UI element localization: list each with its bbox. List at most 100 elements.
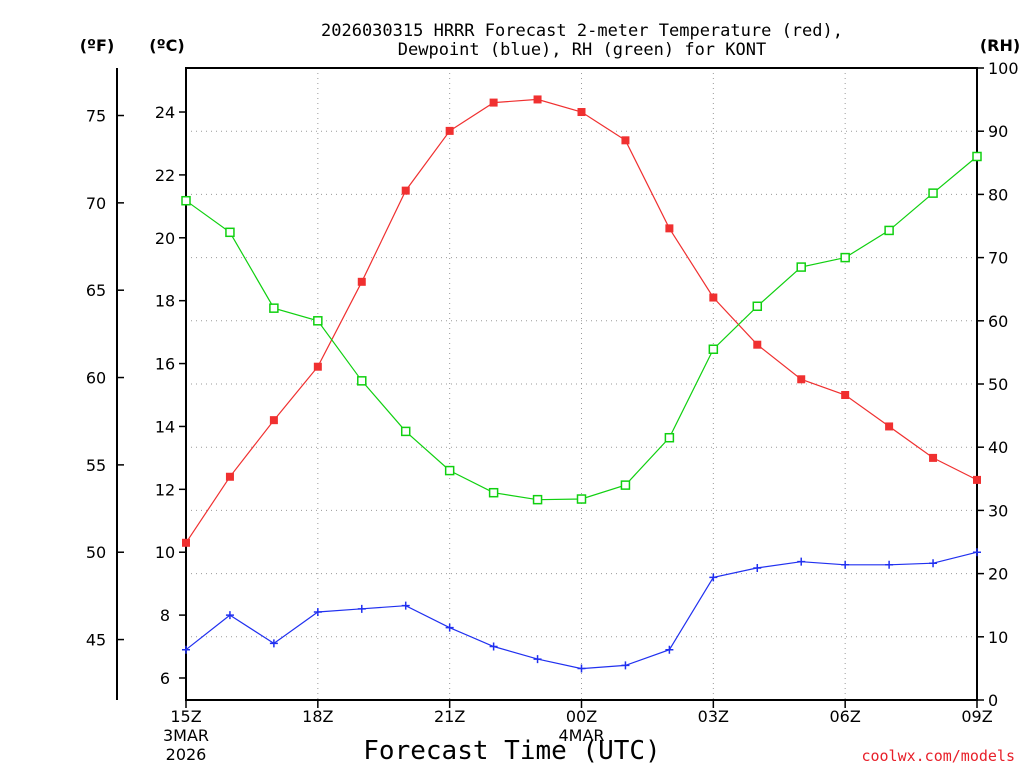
temperature-data-point bbox=[753, 340, 762, 349]
dewpoint-data-point bbox=[665, 645, 674, 654]
rh-tick-label: 30 bbox=[988, 501, 1008, 520]
celsius-tick-label: 8 bbox=[160, 606, 170, 625]
rh-tick-label: 100 bbox=[988, 59, 1019, 78]
fahrenheit-tick-label: 70 bbox=[86, 194, 106, 213]
temperature-data-point bbox=[269, 416, 278, 425]
celsius-tick-label: 14 bbox=[155, 417, 175, 436]
rh-unit-label: (RH) bbox=[980, 36, 1020, 55]
fahrenheit-tick-label: 65 bbox=[86, 281, 106, 300]
rh-data-point bbox=[752, 301, 763, 312]
rh-tick-label: 80 bbox=[988, 185, 1008, 204]
rh-data-point bbox=[269, 303, 279, 313]
rh-tick-label: 0 bbox=[988, 691, 998, 710]
x-tick-label: 09Z bbox=[961, 707, 992, 726]
celsius-unit-label: (ºC) bbox=[149, 36, 184, 55]
temperature-data-point bbox=[489, 98, 498, 107]
celsius-tick-label: 22 bbox=[155, 166, 175, 185]
dewpoint-data-point bbox=[533, 655, 542, 664]
dewpoint-series-line bbox=[185, 551, 978, 670]
temperature-data-point bbox=[401, 186, 410, 195]
temperature-data-point bbox=[973, 475, 981, 484]
x-tick-label: 21Z bbox=[434, 707, 465, 726]
rh-data-point bbox=[313, 316, 323, 326]
temperature-data-point bbox=[841, 391, 850, 400]
rh-tick-label: 50 bbox=[988, 375, 1008, 394]
dewpoint-data-point bbox=[621, 661, 630, 670]
celsius-tick-label: 16 bbox=[155, 355, 175, 374]
rh-tick-label: 10 bbox=[988, 628, 1008, 647]
x-tick-label: 03Z bbox=[698, 707, 729, 726]
dewpoint-data-point bbox=[753, 563, 762, 572]
dewpoint-data-point bbox=[797, 557, 806, 566]
x-tick-date-label: 4MAR bbox=[558, 726, 604, 745]
temperature-data-point bbox=[665, 224, 674, 233]
x-axis-title: Forecast Time (UTC) bbox=[363, 736, 660, 766]
rh-tick-label: 40 bbox=[988, 438, 1008, 457]
fahrenheit-unit-label: (ºF) bbox=[80, 36, 115, 55]
temperature-data-point bbox=[929, 453, 938, 462]
dewpoint-data-point bbox=[225, 611, 234, 620]
rh-data-point bbox=[357, 376, 367, 386]
fahrenheit-tick-label: 75 bbox=[86, 107, 106, 126]
fahrenheit-tick-label: 50 bbox=[86, 543, 106, 562]
rh-data-point bbox=[884, 225, 894, 236]
temperature-data-point bbox=[533, 95, 542, 104]
rh-data-point bbox=[840, 252, 850, 263]
rh-data-point bbox=[444, 465, 455, 476]
dewpoint-data-point bbox=[577, 664, 586, 673]
x-tick-label: 18Z bbox=[302, 707, 333, 726]
chart-title-line-1: 2026030315 HRRR Forecast 2-meter Tempera… bbox=[321, 21, 843, 41]
fahrenheit-tick-label: 60 bbox=[86, 369, 106, 388]
temperature-data-point bbox=[885, 422, 894, 431]
x-tick-label: 00Z bbox=[566, 707, 597, 726]
data-series bbox=[181, 95, 982, 673]
rh-data-point bbox=[796, 262, 806, 272]
rh-data-point bbox=[620, 480, 631, 490]
celsius-tick-label: 20 bbox=[155, 229, 175, 248]
celsius-tick-label: 10 bbox=[155, 543, 175, 562]
fahrenheit-tick-label: 55 bbox=[86, 456, 106, 475]
x-tick-label: 15Z bbox=[170, 707, 201, 726]
dewpoint-data-point bbox=[357, 604, 366, 613]
x-tick-year-label: 2026 bbox=[166, 745, 207, 764]
dewpoint-data-point bbox=[929, 559, 938, 568]
temperature-data-point bbox=[313, 362, 322, 371]
celsius-tick-label: 24 bbox=[155, 103, 175, 122]
dewpoint-data-point bbox=[489, 642, 498, 651]
dewpoint-data-point bbox=[841, 560, 850, 569]
dewpoint-data-point bbox=[182, 645, 190, 654]
fahrenheit-tick-label: 45 bbox=[86, 631, 106, 650]
rh-data-point bbox=[664, 432, 675, 443]
celsius-tick-label: 6 bbox=[160, 669, 170, 688]
rh-data-point bbox=[576, 494, 587, 504]
x-tick-label: 06Z bbox=[830, 707, 861, 726]
temperature-data-point bbox=[621, 136, 630, 145]
chart-title-line-2: Dewpoint (blue), RH (green) for KONT bbox=[398, 40, 766, 60]
rh-data-point bbox=[488, 487, 499, 498]
dewpoint-data-point bbox=[269, 639, 278, 648]
grid-lines bbox=[185, 67, 978, 701]
dewpoint-data-point bbox=[709, 573, 718, 582]
tick-labels: 6 8 10 12 14 16 18 20 22 24 45 50 55 60 65 70 75 0 10 20 30 4… bbox=[86, 59, 1019, 764]
credit-text: coolwx.com/models bbox=[861, 747, 1015, 765]
rh-data-point bbox=[400, 426, 411, 437]
temperature-data-point bbox=[182, 538, 190, 547]
celsius-tick-label: 12 bbox=[155, 480, 175, 499]
rh-data-point bbox=[708, 344, 719, 354]
temperature-data-point bbox=[445, 126, 454, 135]
temperature-data-point bbox=[797, 375, 806, 384]
rh-data-point bbox=[972, 151, 982, 162]
celsius-tick-label: 18 bbox=[155, 292, 175, 311]
rh-tick-label: 70 bbox=[988, 249, 1008, 268]
dewpoint-data-point bbox=[401, 601, 410, 610]
dewpoint-data-point bbox=[313, 607, 322, 616]
rh-data-point bbox=[181, 195, 191, 206]
rh-data-point bbox=[225, 227, 235, 238]
dewpoint-data-point bbox=[973, 548, 981, 557]
rh-tick-label: 60 bbox=[988, 312, 1008, 331]
rh-data-point bbox=[928, 188, 938, 198]
temperature-data-point bbox=[577, 108, 586, 117]
rh-data-point bbox=[532, 494, 543, 505]
temperature-data-point bbox=[357, 277, 366, 286]
